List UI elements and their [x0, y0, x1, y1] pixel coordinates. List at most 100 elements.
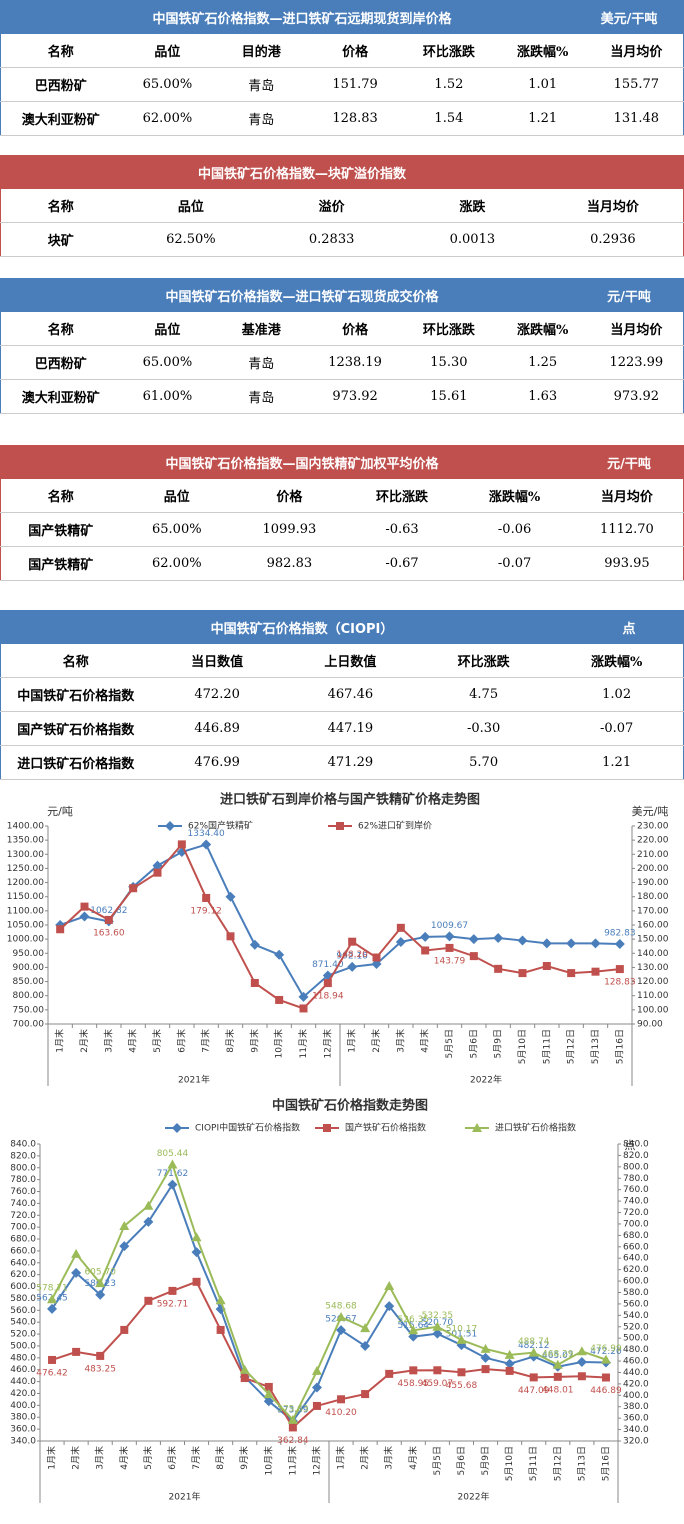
table-cell: -0.07 [550, 711, 684, 746]
x-tick-label: 1月末 [46, 1446, 58, 1470]
y-tick-label: 700.0 [10, 1223, 36, 1233]
marker [384, 1301, 395, 1312]
marker [201, 839, 212, 850]
y2-tick-label: 170.00 [637, 906, 669, 916]
legend-label: 62%国产铁精矿 [188, 820, 253, 832]
y2-tick-label: 520.0 [623, 1322, 649, 1332]
data-label: 459.07 [422, 1379, 454, 1389]
table-row: 中国铁矿石价格指数 472.20 467.46 4.75 1.02 [0, 677, 684, 712]
marker [614, 938, 625, 949]
marker [528, 1347, 539, 1357]
header-cell: 当月均价 [542, 189, 684, 223]
data-label: 483.25 [84, 1364, 116, 1374]
header-cell: 目的港 [214, 34, 309, 68]
header-cell: 名称 [0, 189, 121, 223]
marker [576, 1346, 587, 1356]
y-tick-label: 460.0 [10, 1365, 36, 1375]
marker [153, 868, 162, 877]
data-label: 373.59 [277, 1406, 309, 1416]
data-label: 548.68 [325, 1302, 357, 1312]
y2-tick-label: 540.0 [623, 1311, 649, 1321]
data-label: 1334.40 [188, 829, 225, 839]
data-label: 578.71 [36, 1284, 68, 1294]
y2-tick-label: 800.0 [623, 1162, 649, 1172]
header-cell: 基准港 [214, 312, 309, 346]
series-line [51, 1182, 606, 1423]
y2-tick-label: 90.00 [637, 1020, 663, 1030]
header-cell: 品位 [120, 34, 215, 68]
marker [96, 1351, 105, 1360]
y-tick-label: 700.00 [13, 1020, 45, 1030]
table-cell: 0.2936 [542, 222, 684, 257]
data-label: 532.35 [422, 1311, 454, 1321]
y-tick-label: 1350.00 [7, 836, 44, 846]
marker [104, 915, 113, 924]
header-cell: 价格 [308, 312, 402, 346]
marker [494, 964, 503, 973]
y2-tick-label: 110.00 [637, 991, 669, 1001]
table-cell: -0.30 [417, 711, 551, 746]
table-cell: 块矿 [0, 222, 121, 257]
marker [504, 1349, 515, 1359]
marker [274, 949, 285, 960]
table-title: 中国铁矿石价格指数—块矿溢价指数 [197, 166, 406, 182]
data-label: 455.68 [446, 1381, 478, 1391]
y-tick-label: 520.0 [10, 1330, 36, 1340]
header-cell: 价格 [308, 34, 402, 68]
y-tick-label: 850.00 [13, 977, 45, 987]
table-cell: 澳大利亚粉矿 [0, 379, 121, 414]
marker [566, 938, 577, 949]
x-tick-label: 5月11日 [528, 1446, 539, 1481]
table-cell: 155.77 [589, 67, 684, 102]
header-cell: 环比涨跌 [401, 34, 496, 68]
x-group-label: 2022年 [458, 1491, 490, 1503]
data-label: 526.35 [398, 1315, 430, 1325]
x-tick-label: 10月末 [262, 1446, 274, 1475]
x-group-label: 2021年 [169, 1491, 201, 1503]
table-cell: 1.21 [495, 101, 590, 136]
y-tick-label: 600.0 [10, 1282, 36, 1292]
table-cell: 青岛 [214, 101, 309, 136]
y2-tick-label: 820.0 [623, 1151, 649, 1161]
table-cell: 0.0013 [402, 222, 543, 257]
data-label: 118.94 [312, 992, 344, 1002]
marker [481, 1365, 490, 1374]
table-cell: 巴西粉矿 [0, 345, 121, 380]
header-cell: 品位 [120, 312, 215, 346]
data-label: 805.44 [157, 1149, 189, 1159]
table-cell: 151.79 [308, 67, 402, 102]
marker [192, 1277, 201, 1286]
table-cell: 446.89 [150, 711, 284, 746]
table-cell: 982.83 [233, 546, 346, 581]
table-cell: 国产铁矿石价格指数 [0, 711, 151, 746]
table-cell: 1238.19 [308, 345, 402, 380]
header-cell: 名称 [0, 312, 121, 346]
y2-tick-label: 760.0 [623, 1185, 649, 1195]
y2-tick-label: 420.0 [623, 1379, 649, 1389]
table-title-bar: 中国铁矿石价格指数—块矿溢价指数 [0, 155, 684, 189]
x-tick-label: 5月5日 [432, 1446, 443, 1475]
x-tick-label: 5月13日 [576, 1446, 587, 1481]
table-cell: 1.25 [495, 345, 590, 380]
marker [71, 1248, 82, 1258]
table-cell: 131.48 [589, 101, 684, 136]
table-row: 国产铁精矿 62.00% 982.83 -0.67 -0.07 993.95 [0, 546, 684, 581]
y-tick-label: 480.0 [10, 1353, 36, 1363]
y-tick-label: 440.0 [10, 1377, 36, 1387]
y-tick-label: 720.0 [10, 1211, 36, 1221]
table-cell: 65.00% [120, 512, 234, 547]
x-tick-label: 2月末 [370, 1029, 382, 1053]
table-row: 巴西粉矿 65.00% 青岛 1238.19 15.30 1.25 1223.99 [0, 345, 684, 380]
table-cell: 62.00% [120, 546, 234, 581]
marker [469, 952, 478, 961]
table-cell: 447.19 [283, 711, 417, 746]
table-title: 中国铁矿石价格指数（CIOPI） [210, 621, 394, 637]
marker [542, 962, 551, 971]
y-tick-label: 500.0 [10, 1341, 36, 1351]
marker [360, 1323, 371, 1333]
table-title: 中国铁矿石价格指数—进口铁矿石现货成交价格 [165, 289, 439, 305]
y2-tick-label: 780.0 [623, 1174, 649, 1184]
data-label: 447.09 [518, 1386, 550, 1396]
marker [456, 1334, 467, 1344]
